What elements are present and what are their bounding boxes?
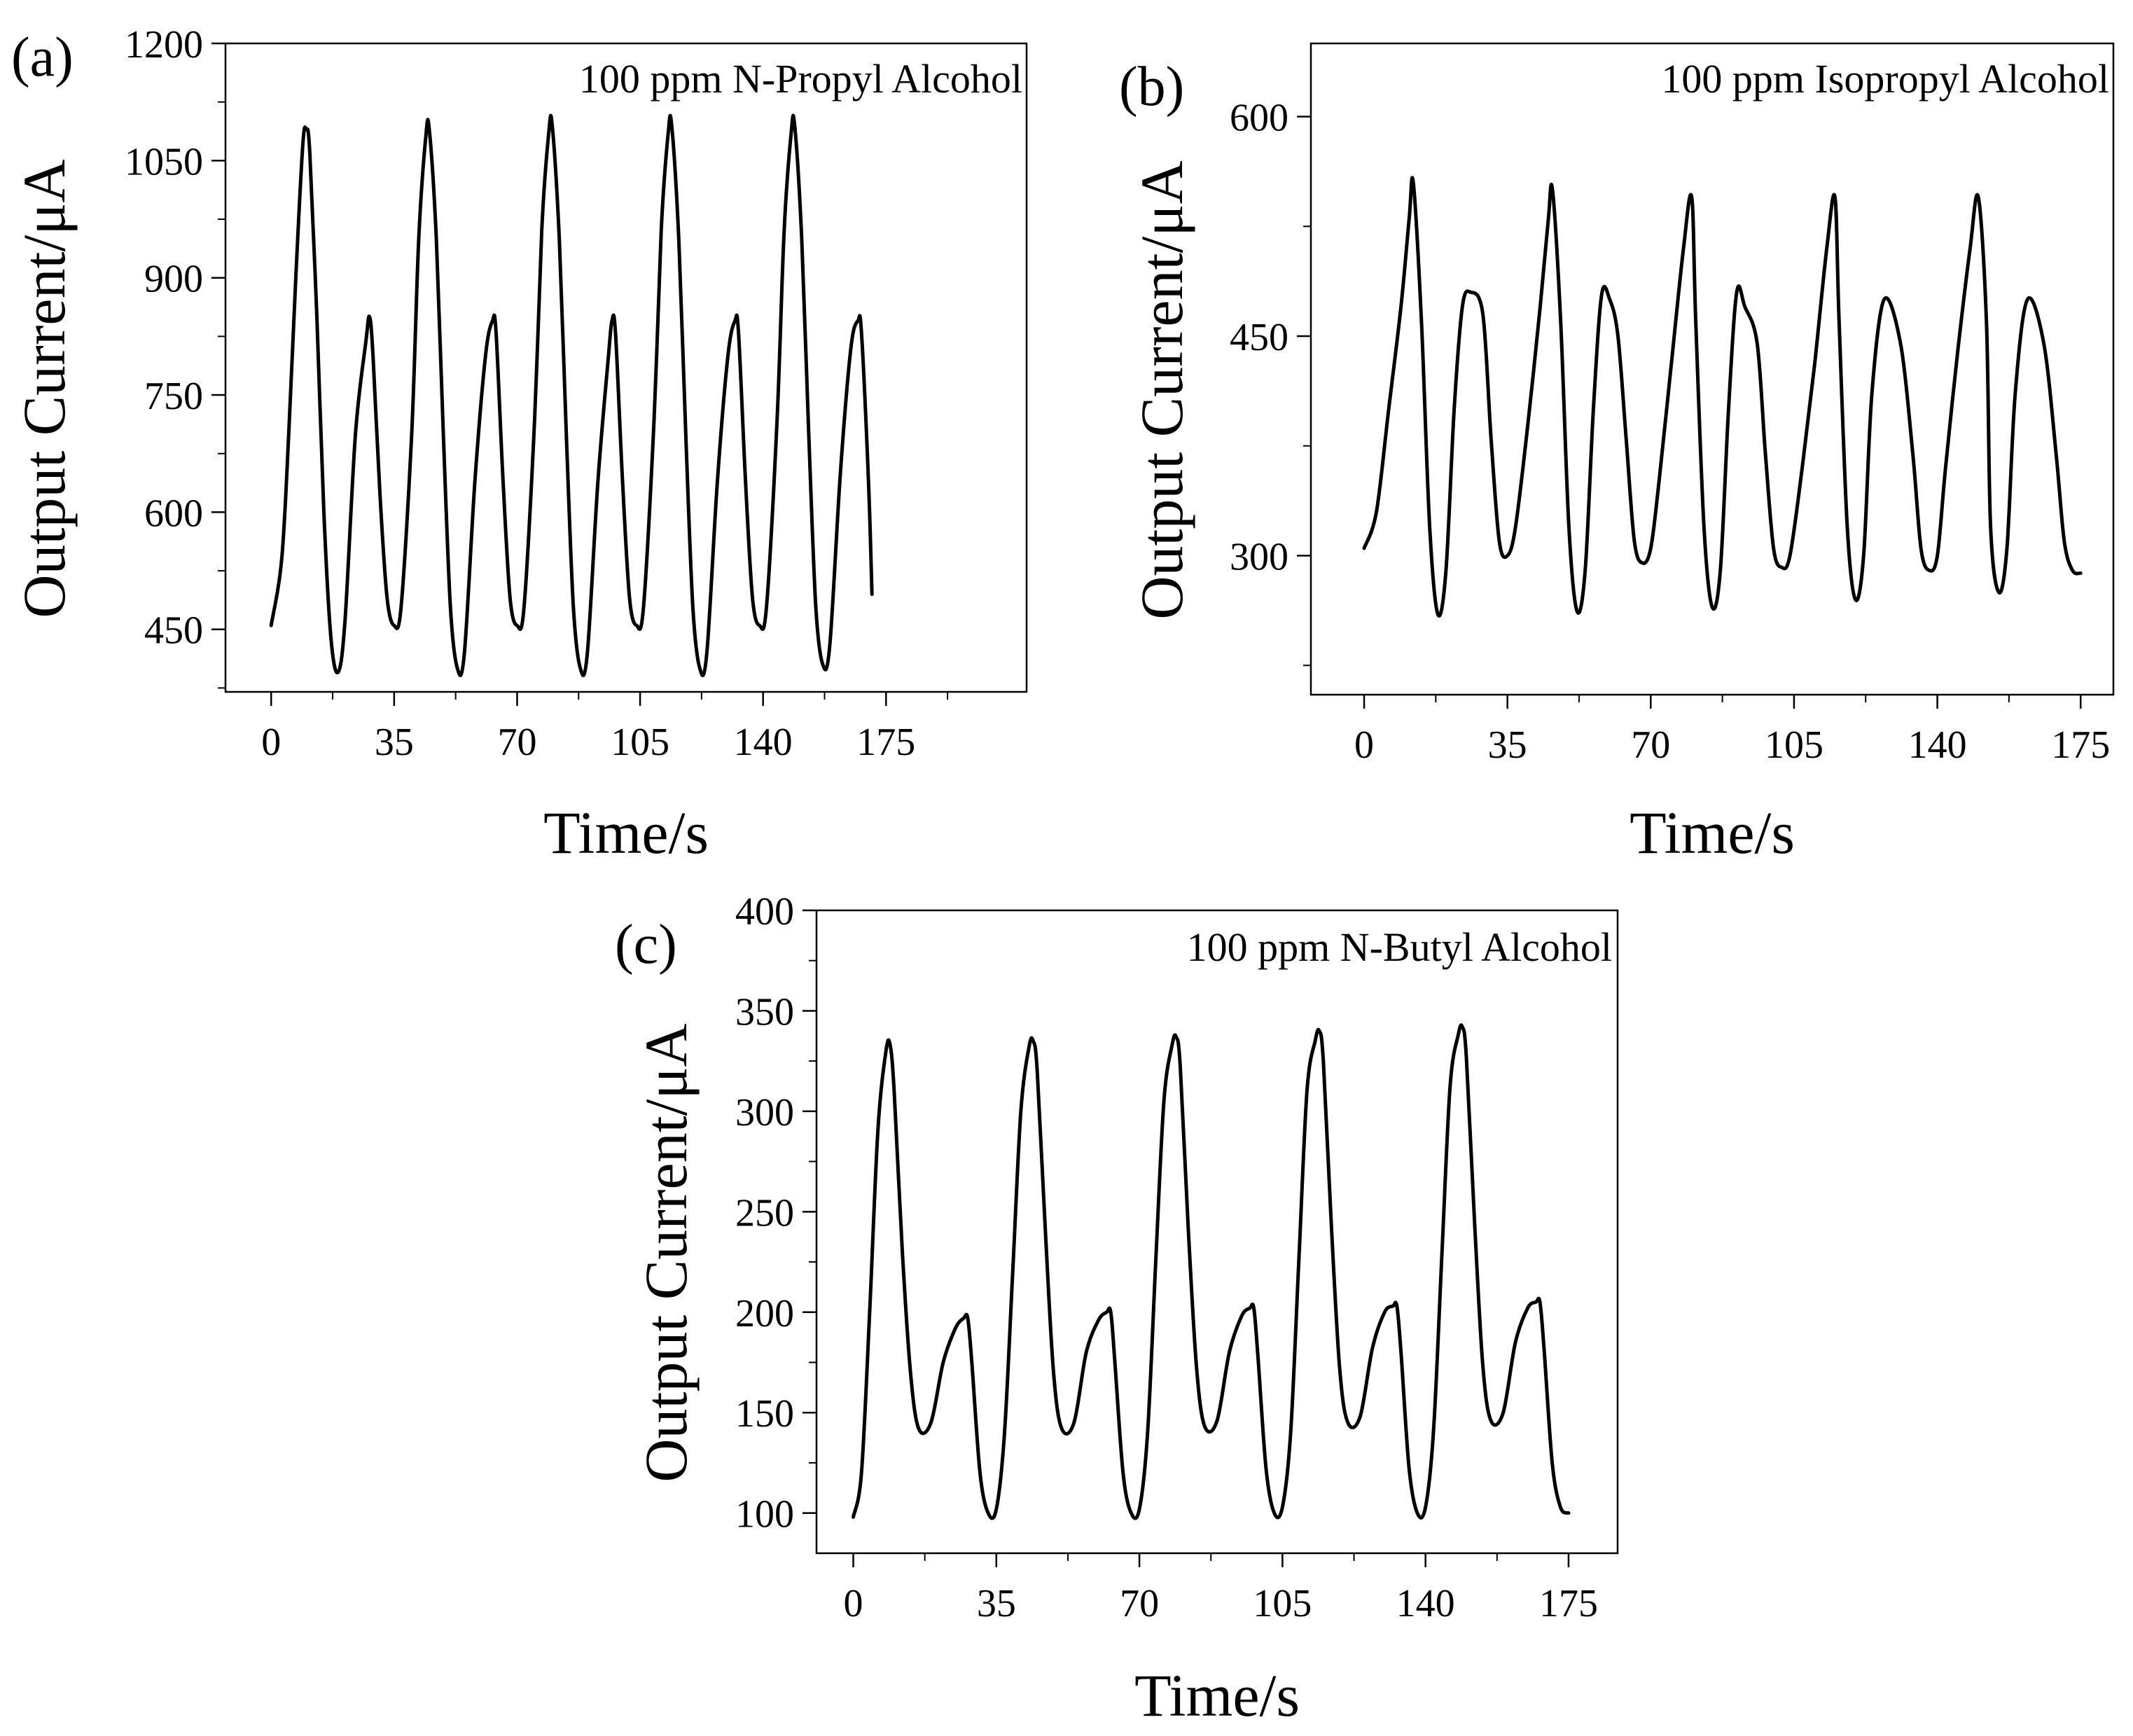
panel-label: (a) — [11, 27, 74, 88]
x-tick-label: 175 — [856, 721, 915, 764]
y-tick-label: 750 — [144, 375, 203, 418]
x-axis-title: Time/s — [1134, 1662, 1300, 1729]
y-tick-label: 450 — [144, 609, 203, 653]
panel-label: (b) — [1119, 56, 1184, 118]
series-line — [269, 113, 874, 677]
y-tick-label: 200 — [735, 1292, 794, 1335]
x-tick-label: 70 — [1631, 723, 1670, 767]
series-line — [852, 1023, 1571, 1520]
series-annotation: 100 ppm Isopropyl Alcohol — [1661, 56, 2109, 102]
x-tick-label: 0 — [1354, 723, 1374, 767]
x-tick-label: 0 — [844, 1582, 863, 1625]
x-tick-label: 35 — [977, 1582, 1016, 1625]
x-axis-title: Time/s — [543, 799, 709, 866]
x-tick-label: 140 — [734, 721, 793, 764]
x-tick-label: 140 — [1908, 723, 1967, 767]
plot-frame — [815, 909, 1619, 1555]
y-tick-label: 300 — [1230, 535, 1288, 578]
y-tick-label: 1050 — [125, 140, 203, 183]
x-tick-label: 140 — [1396, 1582, 1455, 1625]
x-tick-label: 175 — [2051, 723, 2110, 767]
panel-label: (c) — [615, 914, 677, 975]
x-tick-label: 105 — [611, 721, 669, 764]
y-tick-label: 600 — [144, 492, 203, 535]
x-tick-label: 105 — [1253, 1582, 1312, 1625]
x-tick-label: 70 — [497, 721, 536, 764]
y-tick-label: 1200 — [125, 23, 203, 67]
series-annotation: 100 ppm N-Butyl Alcohol — [1187, 924, 1612, 970]
series-line — [1362, 176, 2083, 618]
x-axis-title: Time/s — [1630, 799, 1795, 866]
y-tick-label: 900 — [144, 258, 203, 301]
y-tick-label: 150 — [735, 1392, 794, 1436]
y-axis-title: Output Current/μA — [632, 1023, 700, 1482]
panel-a-n-propyl-alcohol-chart: 0 35 70 105 140 175 450 600 750 900 1050 1200 Time/s… — [11, 23, 1028, 866]
x-tick-label: 0 — [261, 721, 281, 764]
panel-b-isopropyl-alcohol-chart: 0 35 70 105 140 175 300 450 600 Time/s Output Curr… — [1119, 42, 2115, 866]
x-tick-label: 175 — [1539, 1582, 1598, 1625]
y-tick-label: 400 — [735, 890, 794, 933]
x-tick-label: 35 — [1488, 723, 1527, 767]
y-tick-label: 350 — [735, 990, 794, 1034]
panel-c-n-butyl-alcohol-chart: 0 35 70 105 140 175 100 150 200 250 300 350 400 Time/… — [615, 890, 1619, 1729]
x-tick-label: 35 — [375, 721, 414, 764]
y-tick-label: 450 — [1230, 316, 1288, 359]
y-axis-title: Output Current/μA — [1128, 160, 1195, 619]
y-axis-title: Output Current/μA — [11, 159, 78, 618]
y-tick-label: 100 — [735, 1493, 794, 1536]
plot-frame — [1309, 42, 2115, 696]
x-tick-label: 105 — [1765, 723, 1823, 767]
y-tick-label: 300 — [735, 1091, 794, 1134]
y-tick-label: 250 — [735, 1191, 794, 1235]
y-tick-label: 600 — [1230, 96, 1288, 139]
series-annotation: 100 ppm N-Propyl Alcohol — [579, 56, 1022, 102]
plot-frame — [224, 42, 1028, 693]
x-tick-label: 70 — [1120, 1582, 1159, 1625]
